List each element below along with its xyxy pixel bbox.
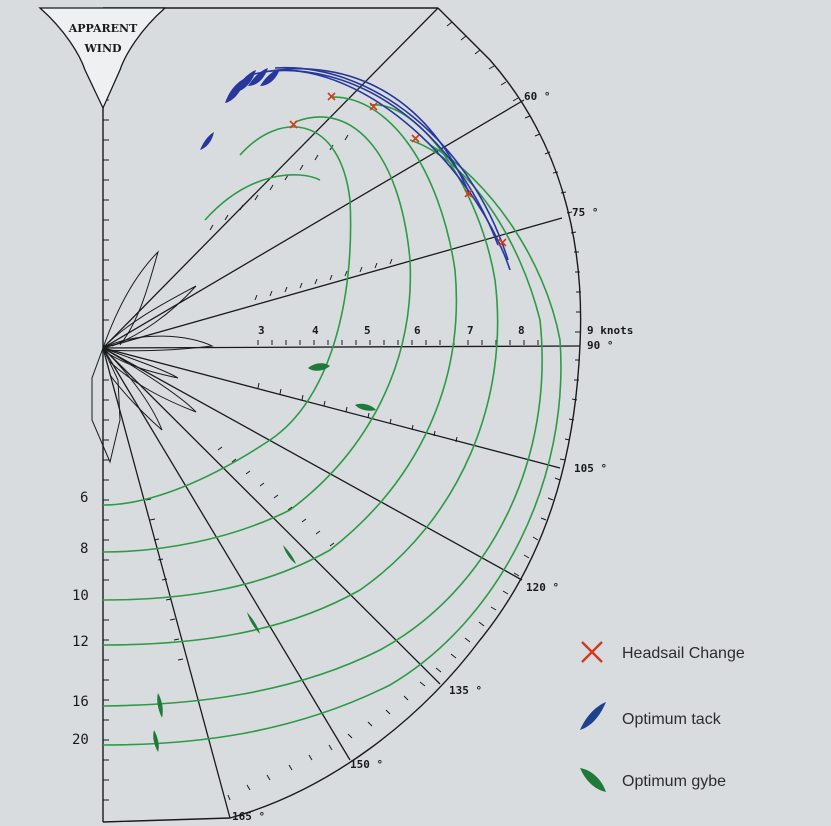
angle-label-150: 150 °: [350, 758, 383, 771]
angle-label-60: 60 °: [524, 90, 551, 103]
true-wind-curves: [102, 96, 562, 746]
spoke-ticks: [103, 39, 539, 801]
legend-label: Headsail Change: [622, 645, 745, 662]
curve-6kt: [102, 126, 352, 506]
speed-scale: 3 4 5 6 7 8 9 knots: [258, 324, 633, 337]
tws-label-10: 10: [72, 588, 89, 604]
blue-sail-icon: [580, 702, 606, 730]
banner-line-1: APPARENT: [68, 22, 138, 35]
blue-sail-icon: [200, 132, 214, 150]
green-sail-icon: [153, 730, 159, 752]
x-mark-icon: [464, 189, 473, 198]
speed-label-9: 9 knots: [587, 324, 633, 337]
x-mark-icon: [289, 120, 298, 129]
angle-label-120: 120 °: [526, 581, 559, 594]
x-mark-icon: [327, 92, 336, 101]
apparent-wind-banner: APPARENT WIND: [38, 7, 167, 110]
x-mark-icon: [369, 102, 378, 111]
angle-label-90: 90 °: [587, 339, 614, 352]
x-mark-icon: [581, 641, 603, 663]
headsail-change-markers: [289, 92, 507, 247]
green-sail-icon: [157, 693, 163, 718]
speed-label-3: 3: [258, 324, 265, 337]
speed-label-6: 6: [414, 324, 421, 337]
banner-line-2: WIND: [83, 42, 122, 55]
angle-label-165: 165 °: [232, 810, 265, 823]
green-sail-icon: [355, 403, 376, 411]
curve-16kt: [102, 139, 543, 707]
true-wind-labels: 6 8 10 12 16 20: [72, 490, 89, 748]
curve-8kt: [102, 116, 412, 553]
legend-label: Optimum gybe: [622, 773, 726, 790]
tws-label-16: 16: [72, 694, 89, 710]
tack-curves: [249, 66, 511, 271]
green-sail-icon: [580, 768, 606, 792]
angle-labels: 60 ° 75 ° 90 ° 105 ° 120 ° 135 ° 150 ° 1…: [232, 90, 614, 823]
speed-label-8: 8: [518, 324, 525, 337]
radial-spokes: [102, 7, 581, 819]
curve-20kt: [102, 144, 562, 746]
banner-arrow: [38, 7, 167, 110]
green-sail-icon: [308, 363, 330, 371]
tws-label-6: 6: [80, 490, 88, 506]
green-sail-icon: [283, 545, 296, 564]
tws-label-20: 20: [72, 732, 89, 748]
curve-10kt: [102, 96, 458, 601]
angle-label-75: 75 °: [572, 206, 599, 219]
polar-frame: [102, 7, 582, 823]
curve-12kt: [102, 104, 499, 646]
legend-item-headsail-change: Headsail Change: [581, 641, 745, 663]
gybe-markers: [153, 363, 376, 752]
angle-label-105: 105 °: [574, 462, 607, 475]
blue-sail-icon: [260, 69, 280, 86]
blue-sail-icon: [235, 70, 256, 92]
blue-sail-icon: [248, 68, 268, 86]
green-sail-icon: [247, 612, 260, 634]
sail-drawing: [91, 250, 214, 464]
speed-label-5: 5: [364, 324, 371, 337]
tws-label-12: 12: [72, 634, 89, 650]
speed-label-4: 4: [312, 324, 319, 337]
legend-label: Optimum tack: [622, 711, 722, 728]
x-mark-icon: [498, 238, 507, 247]
rim-ticks: [227, 21, 581, 801]
legend-item-optimum-gybe: Optimum gybe: [580, 768, 726, 792]
angle-label-135: 135 °: [449, 684, 482, 697]
speed-label-7: 7: [467, 324, 474, 337]
x-mark-icon: [411, 134, 420, 143]
legend-item-optimum-tack: Optimum tack: [580, 702, 722, 730]
tack-markers: [200, 68, 280, 150]
legend: Headsail Change Optimum tack Optimum gyb…: [580, 641, 745, 792]
tws-label-8: 8: [80, 541, 88, 557]
